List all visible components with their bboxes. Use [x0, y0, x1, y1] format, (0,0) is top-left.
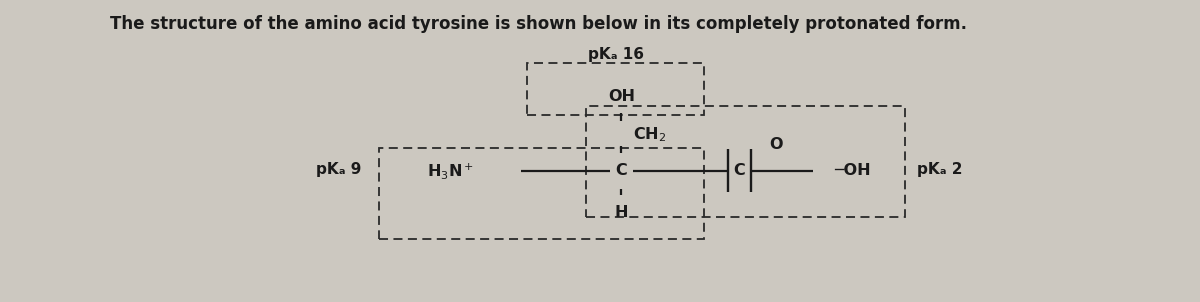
- Text: H: H: [614, 205, 629, 220]
- Text: pKₐ 2: pKₐ 2: [917, 162, 962, 177]
- Text: OH: OH: [608, 89, 635, 104]
- Text: C: C: [733, 163, 745, 178]
- Text: The structure of the amino acid tyrosine is shown below in its completely proton: The structure of the amino acid tyrosine…: [110, 15, 967, 33]
- Bar: [586, 106, 905, 217]
- Text: ─OH: ─OH: [834, 163, 871, 178]
- Text: C: C: [616, 163, 628, 178]
- Text: pKₐ 9: pKₐ 9: [317, 162, 361, 177]
- Text: CH$_2$: CH$_2$: [634, 125, 666, 144]
- Bar: [379, 148, 704, 239]
- Text: O: O: [769, 137, 782, 153]
- Bar: [527, 63, 704, 115]
- Text: pKₐ 16: pKₐ 16: [588, 47, 643, 62]
- Text: H$_3$N$^+$: H$_3$N$^+$: [427, 161, 474, 181]
